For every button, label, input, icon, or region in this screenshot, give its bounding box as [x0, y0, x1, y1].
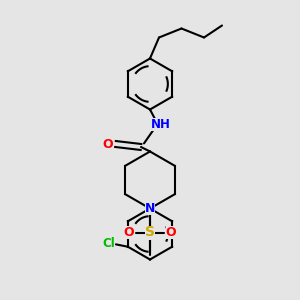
Text: NH: NH	[151, 118, 170, 131]
Text: S: S	[145, 226, 155, 239]
Text: O: O	[103, 137, 113, 151]
Text: O: O	[166, 226, 176, 239]
Text: N: N	[145, 202, 155, 215]
Text: O: O	[124, 226, 134, 239]
Text: Cl: Cl	[102, 237, 115, 250]
